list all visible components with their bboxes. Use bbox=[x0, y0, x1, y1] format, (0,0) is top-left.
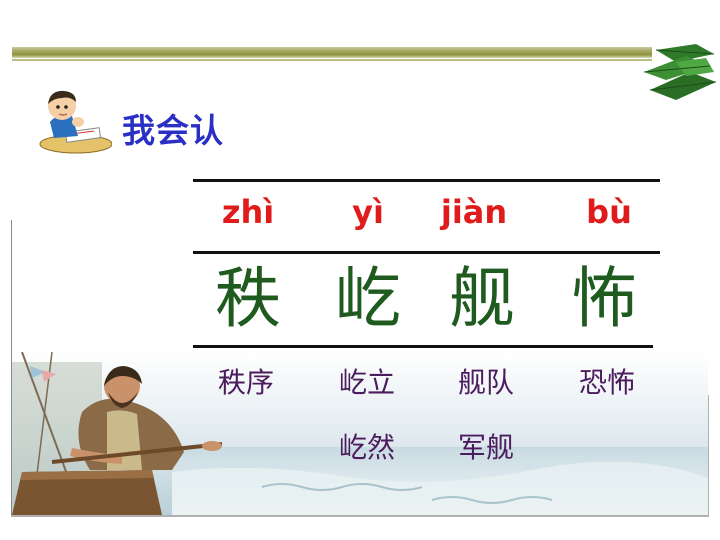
frame-right-border bbox=[708, 395, 709, 516]
pinyin-zhi: zhì bbox=[221, 193, 275, 231]
table-rule-bottom bbox=[193, 345, 653, 348]
pinyin-yi: yì bbox=[352, 193, 384, 231]
hanzi-yi: 屹 bbox=[335, 260, 401, 337]
table-rule-middle bbox=[193, 251, 660, 254]
word-yili: 屹立 bbox=[338, 366, 395, 399]
word-yiran: 屹然 bbox=[338, 431, 395, 464]
green-leaves-icon bbox=[643, 44, 717, 100]
pinyin-jian: jiàn bbox=[440, 193, 508, 231]
frame-left-border bbox=[11, 220, 12, 516]
table-rule-top bbox=[193, 179, 660, 182]
man-rowing-illustration bbox=[12, 352, 708, 515]
word-zhixu: 秩序 bbox=[217, 366, 274, 399]
hanzi-bu: 怖 bbox=[571, 260, 637, 337]
word-kongbu: 恐怖 bbox=[578, 366, 635, 399]
hanzi-zhi: 秩 bbox=[215, 260, 281, 337]
hanzi-jian: 舰 bbox=[449, 260, 515, 337]
boy-reading-icon bbox=[39, 90, 112, 154]
word-jiandui: 舰队 bbox=[457, 366, 514, 399]
pinyin-bu: bù bbox=[586, 193, 632, 231]
page-heading: 我会认 bbox=[122, 111, 224, 150]
word-junjian: 军舰 bbox=[457, 431, 514, 464]
frame-bottom-border bbox=[11, 515, 709, 517]
top-decorative-line bbox=[12, 59, 652, 61]
top-decorative-bar bbox=[12, 47, 652, 58]
